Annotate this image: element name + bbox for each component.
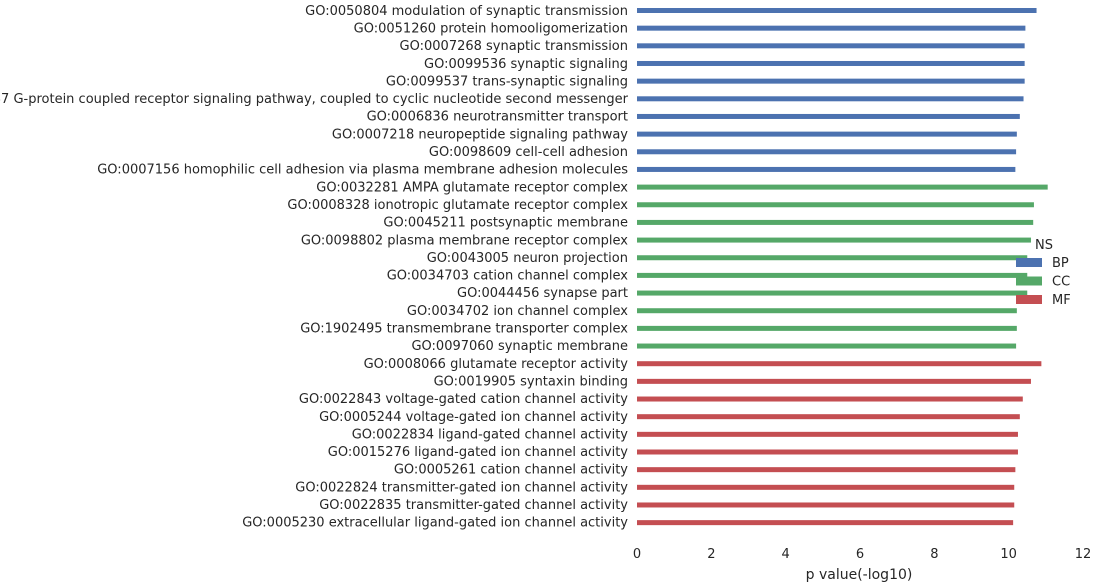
bar-bp xyxy=(637,78,1025,84)
category-label: GO:0019905 syntaxin binding xyxy=(434,374,628,389)
x-tick-label: 8 xyxy=(930,547,938,562)
category-label: GO:1902495 transmembrane transporter com… xyxy=(300,322,628,337)
category-label: GO:0008066 glutamate receptor activity xyxy=(364,357,629,372)
category-label: GO:0022835 transmitter-gated channel act… xyxy=(319,498,628,513)
bars-layer xyxy=(637,8,1048,526)
x-tick-label: 0 xyxy=(633,547,641,562)
category-label: GO:0022824 transmitter-gated ion channel… xyxy=(295,480,628,495)
category-label: GO:0015276 ligand-gated ion channel acti… xyxy=(328,445,629,460)
category-label: GO:0006836 neurotransmitter transport xyxy=(367,110,628,125)
category-label: GO:0034702 ion channel complex xyxy=(407,304,628,319)
bar-mf xyxy=(637,520,1014,526)
category-label: GO:0022834 ligand-gated channel activity xyxy=(352,427,629,442)
x-axis: 0 2 4 6 8 10 12 xyxy=(633,547,1091,562)
category-label: GO:0022843 voltage-gated cation channel … xyxy=(299,392,628,407)
category-label: GO:0007156 homophilic cell adhesion via … xyxy=(97,163,628,178)
bar-cc xyxy=(637,308,1017,314)
legend: NS BP CC MF xyxy=(1016,238,1071,308)
legend-swatch-bp xyxy=(1016,258,1042,267)
bar-bp xyxy=(637,60,1025,66)
bar-cc xyxy=(637,255,1028,261)
bar-bp xyxy=(637,8,1037,13)
legend-swatch-cc xyxy=(1016,276,1042,286)
category-label: GO:0097060 synaptic membrane xyxy=(411,339,628,354)
bar-mf xyxy=(637,378,1031,384)
category-label: GO:0050804 modulation of synaptic transm… xyxy=(305,4,628,19)
bar-mf xyxy=(637,467,1016,473)
category-label: GO:0008328 ionotropic glutamate receptor… xyxy=(287,198,628,213)
x-tick-label: 4 xyxy=(782,547,790,562)
bar-mf xyxy=(637,449,1018,455)
bar-cc xyxy=(637,219,1034,225)
bar-bp xyxy=(637,149,1017,155)
bar-cc xyxy=(637,202,1034,208)
legend-title: NS xyxy=(1035,238,1053,253)
category-label: GO:0005261 cation channel activity xyxy=(394,463,628,478)
bar-mf xyxy=(637,431,1018,437)
x-axis-label: p value(-log10) xyxy=(806,567,913,583)
bar-bp xyxy=(637,131,1017,137)
bar-mf xyxy=(637,361,1042,367)
category-label: GO:0099537 trans-synaptic signaling xyxy=(386,74,628,89)
category-label: GO:0032281 AMPA glutamate receptor compl… xyxy=(316,180,628,195)
category-label: GO:0044456 synapse part xyxy=(457,286,628,301)
x-tick-label: 10 xyxy=(1000,547,1017,562)
category-labels: GO:0050804 modulation of synaptic transm… xyxy=(0,4,629,531)
bar-mf xyxy=(637,484,1015,490)
bar-cc xyxy=(637,325,1017,331)
legend-label-bp: BP xyxy=(1052,256,1069,271)
bar-bp xyxy=(637,25,1026,31)
bar-bp xyxy=(637,166,1016,172)
category-label: GO:0007268 synaptic transmission xyxy=(400,39,628,54)
category-label: GO:0098609 cell-cell adhesion xyxy=(429,145,628,160)
category-label: GO:0099536 synaptic signaling xyxy=(424,57,628,72)
legend-swatch-mf xyxy=(1016,295,1042,304)
bar-bp xyxy=(637,113,1020,119)
bar-cc xyxy=(637,184,1048,190)
category-label: GO:0043005 neuron projection xyxy=(427,251,628,266)
bar-cc xyxy=(637,272,1028,278)
x-tick-label: 2 xyxy=(707,547,715,562)
bar-mf xyxy=(637,414,1020,420)
bar-cc xyxy=(637,343,1017,349)
bar-bp xyxy=(637,43,1025,49)
category-label: GO:0005244 voltage-gated ion channel act… xyxy=(319,410,628,425)
legend-label-mf: MF xyxy=(1052,293,1071,308)
x-tick-label: 12 xyxy=(1075,547,1092,562)
bar-mf xyxy=(637,396,1023,402)
category-label: GO:0007187 G-protein coupled receptor si… xyxy=(0,92,629,107)
x-tick-label: 6 xyxy=(856,547,864,562)
legend-label-cc: CC xyxy=(1052,275,1070,290)
category-label: GO:0007218 neuropeptide signaling pathwa… xyxy=(332,127,628,142)
category-label: GO:0098802 plasma membrane receptor comp… xyxy=(301,233,628,248)
bar-cc xyxy=(637,290,1028,296)
category-label: GO:0045211 postsynaptic membrane xyxy=(383,216,628,231)
category-label: GO:0034703 cation channel complex xyxy=(387,269,629,284)
bar-mf xyxy=(637,502,1015,508)
category-label: GO:0005230 extracellular ligand-gated io… xyxy=(242,516,628,531)
category-label: GO:0051260 protein homooligomerization xyxy=(354,21,628,36)
bar-cc xyxy=(637,237,1031,243)
bar-bp xyxy=(637,96,1024,102)
